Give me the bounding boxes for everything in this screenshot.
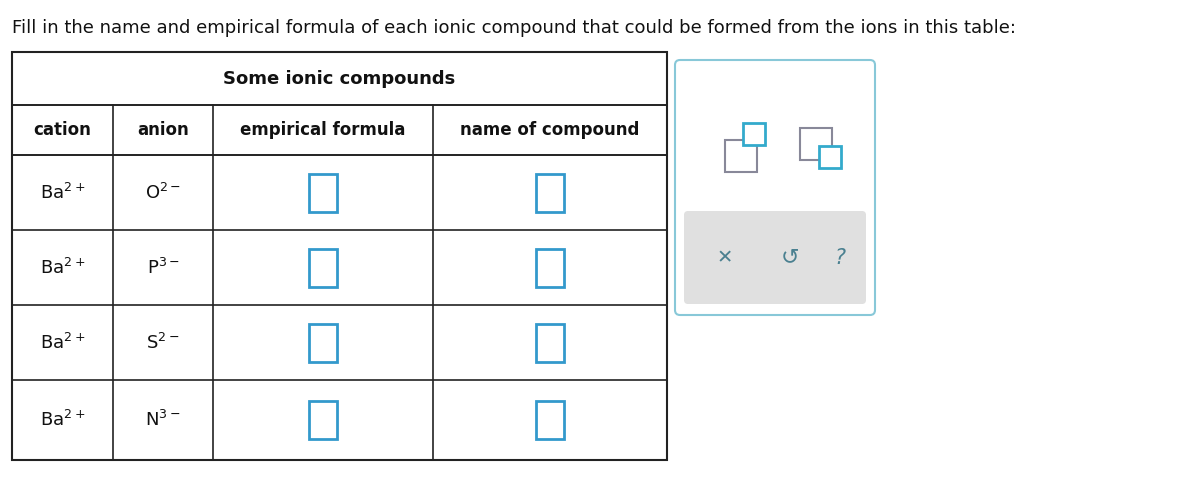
Text: $\mathregular{O}^{2−}$: $\mathregular{O}^{2−}$: [145, 182, 181, 202]
Bar: [12, 52, 667, 460]
Bar: [820, 146, 841, 168]
Text: name of compound: name of compound: [461, 121, 640, 139]
Bar: [536, 248, 564, 287]
Bar: [725, 140, 757, 172]
Text: empirical formula: empirical formula: [240, 121, 406, 139]
Text: $\mathregular{N}^{3−}$: $\mathregular{N}^{3−}$: [145, 410, 181, 430]
Text: $\mathregular{P}^{3−}$: $\mathregular{P}^{3−}$: [146, 257, 179, 277]
Bar: [310, 323, 337, 362]
Text: Fill in the name and empirical formula of each ionic compound that could be form: Fill in the name and empirical formula o…: [12, 19, 1016, 37]
Bar: [310, 248, 337, 287]
Bar: [536, 173, 564, 212]
Text: Some ionic compounds: Some ionic compounds: [223, 70, 456, 88]
Bar: [310, 401, 337, 439]
Text: ?: ?: [834, 247, 846, 268]
Bar: [800, 128, 832, 160]
Bar: [536, 401, 564, 439]
Text: ✕: ✕: [716, 248, 733, 267]
Text: $\mathregular{Ba}^{2+}$: $\mathregular{Ba}^{2+}$: [40, 332, 85, 352]
FancyBboxPatch shape: [684, 211, 866, 304]
Bar: [12, 52, 667, 105]
Text: cation: cation: [34, 121, 91, 139]
Bar: [536, 323, 564, 362]
Bar: [12, 105, 667, 155]
FancyBboxPatch shape: [674, 60, 875, 315]
Bar: [743, 123, 764, 145]
Text: anion: anion: [137, 121, 188, 139]
Text: $\mathregular{Ba}^{2+}$: $\mathregular{Ba}^{2+}$: [40, 257, 85, 277]
Text: ↺: ↺: [781, 247, 799, 268]
Text: $\mathregular{Ba}^{2+}$: $\mathregular{Ba}^{2+}$: [40, 182, 85, 202]
Bar: [310, 173, 337, 212]
Text: $\mathregular{Ba}^{2+}$: $\mathregular{Ba}^{2+}$: [40, 410, 85, 430]
Text: $\mathregular{S}^{2−}$: $\mathregular{S}^{2−}$: [146, 332, 180, 352]
